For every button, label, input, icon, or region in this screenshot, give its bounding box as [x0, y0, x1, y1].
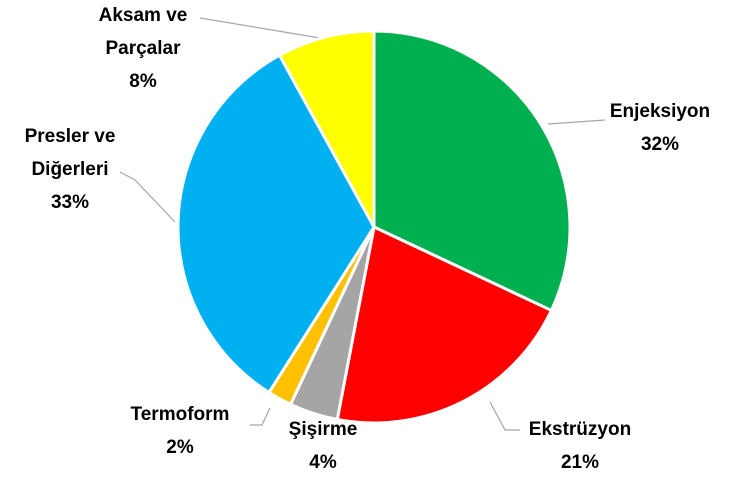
value-label: 32%	[640, 134, 680, 155]
value-label: 33%	[50, 192, 90, 213]
value-label: 8%	[129, 71, 157, 92]
pie-slice	[335, 224, 554, 425]
leader-line	[547, 119, 606, 125]
leader-line	[489, 401, 520, 431]
slice-label: Enjeksiyon 32%	[580, 95, 737, 161]
category-label: Şişirme	[288, 419, 358, 440]
pie-slice	[277, 29, 376, 228]
slice-label: Şişirme 4%	[273, 413, 373, 479]
category-label: Aksam ve Parçalar	[98, 5, 188, 59]
category-label: Enjeksiyon	[609, 101, 711, 122]
value-label: 2%	[166, 437, 194, 458]
slice-label: Aksam ve Parçalar 8%	[83, 0, 203, 98]
slice-label: Presler ve Diğerleri 33%	[15, 120, 125, 219]
slices	[176, 29, 572, 425]
leader-line	[250, 407, 271, 426]
category-label: Presler ve Diğerleri	[24, 126, 116, 180]
category-label: Termoform	[130, 404, 230, 425]
value-label: 4%	[309, 452, 337, 473]
slice-label: Ekstrüzyon 21%	[500, 413, 660, 479]
slice-label: Termoform 2%	[110, 398, 250, 464]
category-label: Ekstrüzyon	[528, 419, 632, 440]
leader-line	[119, 171, 176, 223]
value-label: 21%	[560, 452, 600, 473]
leader-line	[199, 17, 321, 39]
pie-slice	[372, 29, 572, 313]
